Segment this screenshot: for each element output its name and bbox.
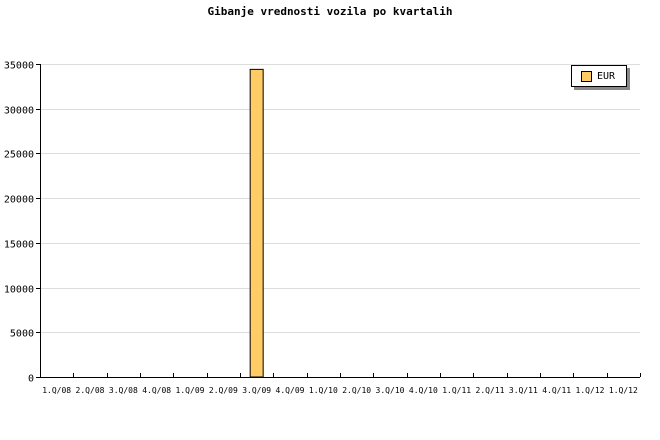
- y-tick-label: 35000: [4, 61, 34, 72]
- x-tick-label: 3.Q/09: [242, 386, 271, 395]
- x-tick-label: 2.Q/08: [76, 386, 105, 395]
- y-tick-label: 15000: [4, 240, 34, 251]
- chart-title: Gibanje vrednosti vozila po kvartalih: [207, 5, 453, 18]
- x-tick-label: 4.Q/09: [276, 386, 305, 395]
- x-tick-label: 3.Q/08: [109, 386, 138, 395]
- legend: EUR: [571, 65, 627, 87]
- y-tick-label: 0: [28, 374, 34, 385]
- x-tick-label: 3.Q/10: [376, 386, 405, 395]
- x-tick-label: 4.Q/11: [542, 386, 571, 395]
- x-tick-label: 1.Q/11: [442, 386, 471, 395]
- x-tick-label: 4.Q/10: [409, 386, 438, 395]
- x-tick-label: 1.Q/08: [42, 386, 71, 395]
- x-tick-label: 2.Q/11: [476, 386, 505, 395]
- y-tick-label: 5000: [10, 329, 34, 340]
- x-tick-label: 4.Q/08: [142, 386, 171, 395]
- x-tick-label: 3.Q/11: [509, 386, 538, 395]
- legend-swatch: [581, 70, 592, 82]
- x-tick-label: 1.Q/12: [609, 386, 638, 395]
- y-tick-label: 20000: [4, 195, 34, 206]
- x-tick-label: 1.Q/09: [176, 386, 205, 395]
- x-tick-label: 2.Q/10: [342, 386, 371, 395]
- x-tick-label: 2.Q/09: [209, 386, 238, 395]
- bar: [249, 68, 264, 378]
- x-tick-label: 1.Q/12: [576, 386, 605, 395]
- legend-label: EUR: [597, 70, 616, 82]
- y-tick-label: 30000: [4, 106, 34, 117]
- x-tick-label: 1.Q/10: [309, 386, 338, 395]
- y-tick-label: 25000: [4, 150, 34, 161]
- y-tick-label: 10000: [4, 285, 34, 296]
